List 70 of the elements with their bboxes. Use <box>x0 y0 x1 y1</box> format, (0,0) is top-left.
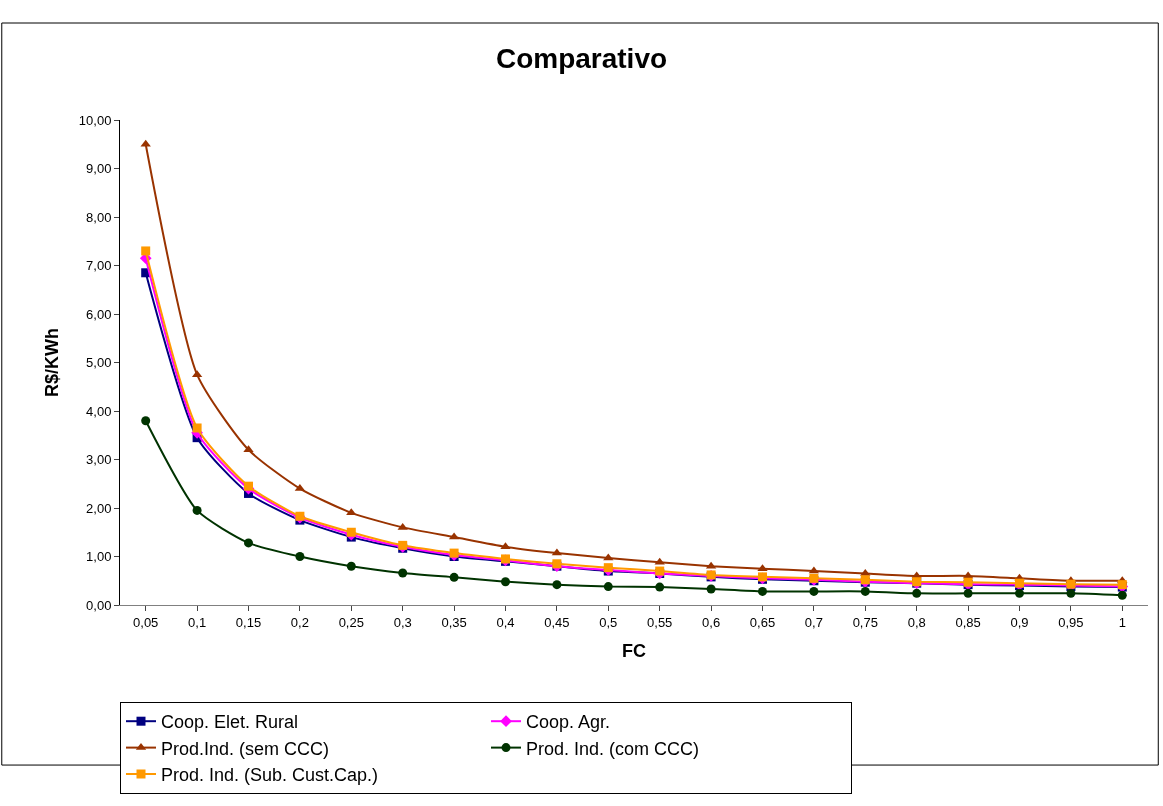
x-axis-title: FC <box>622 640 646 661</box>
chart-title: Comparativo <box>495 42 668 74</box>
point <box>243 445 254 453</box>
point <box>603 582 613 592</box>
legend-label: Prod. Ind. (Sub. Cust.Cap.) <box>161 765 379 786</box>
point <box>860 586 870 596</box>
point <box>500 542 511 550</box>
point <box>655 582 665 592</box>
point <box>192 505 202 515</box>
legend-label: Prod.Ind. (sem CCC) <box>161 738 330 759</box>
x-tick-label: 0,7 <box>804 614 823 630</box>
y-tick-label: 7,00 <box>86 258 112 274</box>
y-tick-label: 4,00 <box>86 403 112 419</box>
x-tick-label: 0,15 <box>235 614 262 630</box>
point <box>552 580 562 590</box>
legend-label: Prod. Ind. (com CCC) <box>526 738 700 759</box>
point <box>346 527 356 537</box>
point <box>244 481 253 491</box>
x-tick-label: 0,85 <box>955 614 981 630</box>
y-tick-label: 0,00 <box>86 597 112 613</box>
y-tick-label: 9,00 <box>86 161 112 177</box>
y-tick-label: 8,00 <box>86 209 112 225</box>
point <box>758 586 767 596</box>
x-tick-label: 0,25 <box>338 614 364 630</box>
y-tick-label: 3,00 <box>86 452 112 468</box>
point <box>244 538 253 548</box>
point <box>140 139 151 147</box>
point <box>1066 588 1076 598</box>
x-tick-label: 0,5 <box>599 614 618 630</box>
y-tick-label: 5,00 <box>86 355 112 371</box>
x-tick-label: 0,9 <box>1010 614 1029 630</box>
legend-label: Coop. Elet. Rural <box>161 712 299 733</box>
point <box>449 572 459 582</box>
x-tick-label: 0,45 <box>544 614 570 630</box>
x-tick-label: 0,95 <box>1058 614 1084 630</box>
x-tick-label: 0,75 <box>852 614 878 630</box>
point <box>912 588 922 598</box>
point <box>397 522 408 530</box>
y-tick-label: 6,00 <box>86 306 112 322</box>
x-tick-label: 0,4 <box>496 614 515 630</box>
x-tick-label: 0,55 <box>647 614 673 630</box>
x-tick-label: 0,8 <box>907 614 926 630</box>
point <box>295 552 305 561</box>
x-tick-label: 0,3 <box>393 614 412 630</box>
point <box>141 246 151 256</box>
legend-label: Coop. Agr. <box>526 712 611 733</box>
point <box>141 416 151 426</box>
y-tick-label: 1,00 <box>86 549 112 565</box>
point <box>603 553 614 561</box>
point <box>346 561 356 571</box>
point <box>501 577 510 587</box>
point <box>346 508 357 516</box>
x-tick-label: 0,65 <box>749 614 776 630</box>
y-tick-label: 10,00 <box>78 112 112 128</box>
x-tick-label: 0,35 <box>441 614 467 630</box>
x-tick-label: 0,05 <box>133 614 159 630</box>
x-tick-label: 1 <box>1118 614 1126 630</box>
point <box>809 586 819 596</box>
point <box>398 568 408 578</box>
point <box>1015 588 1024 598</box>
point <box>192 423 202 433</box>
point <box>706 584 716 594</box>
x-tick-label: 0,6 <box>702 614 721 630</box>
x-tick-label: 0,1 <box>188 614 207 630</box>
x-tick-label: 0,2 <box>290 614 309 630</box>
y-tick-label: 2,00 <box>86 500 112 516</box>
point <box>654 557 665 565</box>
point <box>963 588 973 598</box>
point <box>1117 590 1127 600</box>
y-axis-title: R$/KWh <box>42 328 63 397</box>
